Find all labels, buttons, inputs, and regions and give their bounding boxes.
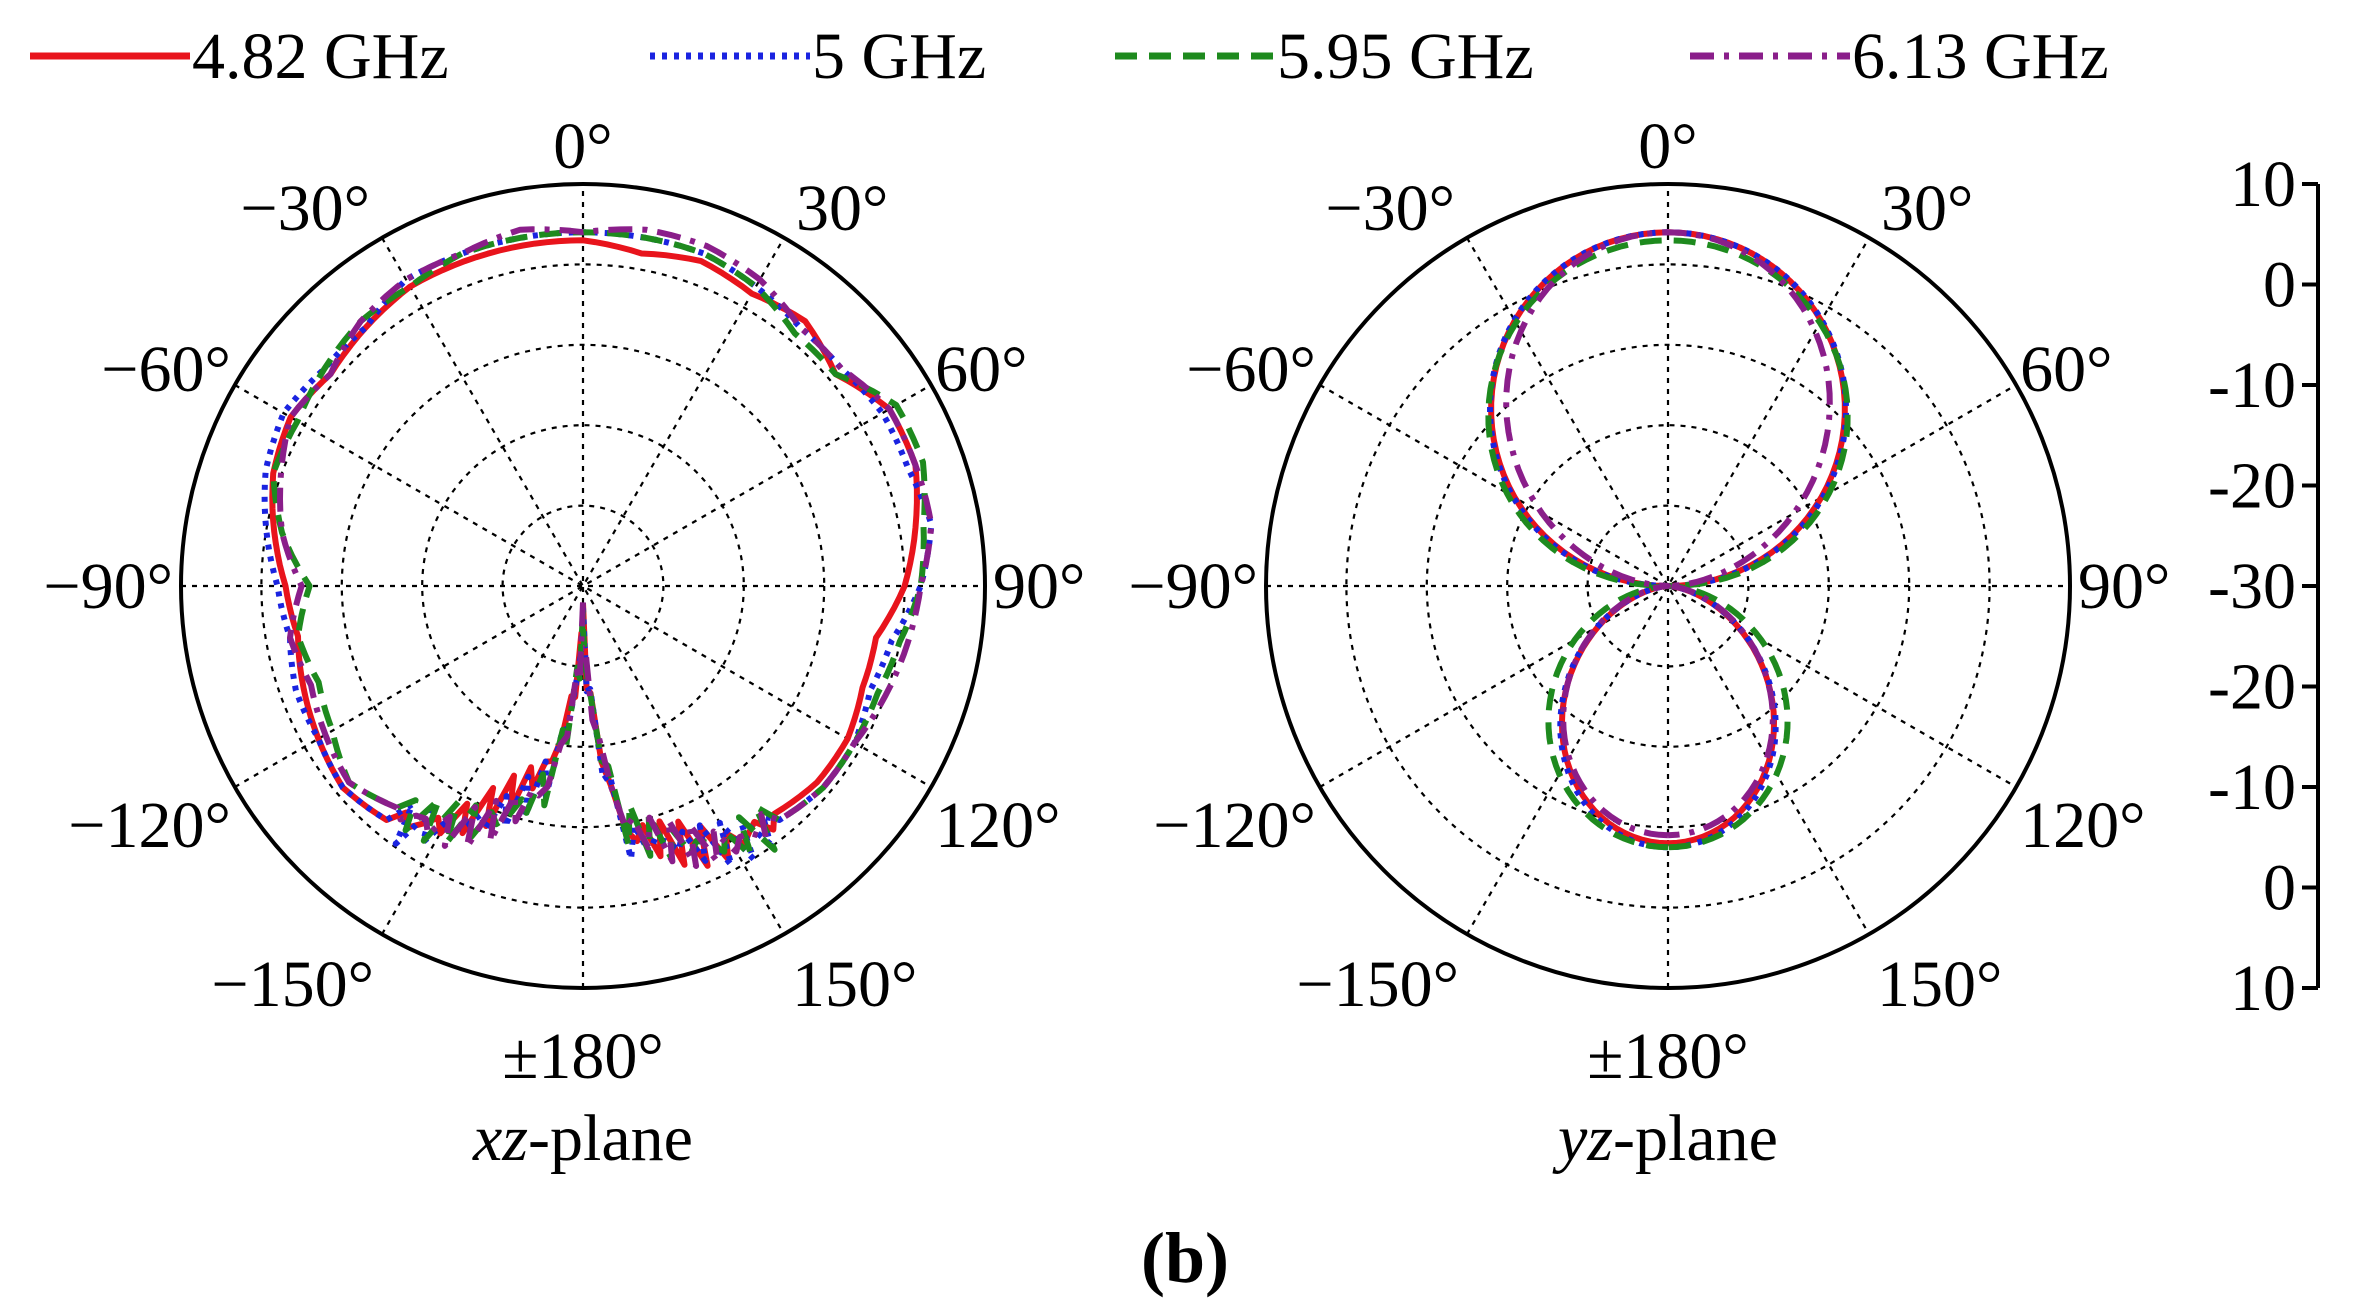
scale-label: -20 [2208, 450, 2296, 523]
legend-label-1: 4.82 GHz [192, 20, 449, 93]
angle-label: 0° [553, 110, 612, 183]
scale-label: 10 [2230, 952, 2296, 1025]
grid-spoke [1466, 237, 1870, 935]
plane-title: xz-plane [472, 1102, 693, 1175]
angle-label: 0° [1638, 110, 1697, 183]
legend: 4.82 GHz 5 GHz 5.95 GHz 6.13 GHz [30, 20, 2109, 93]
angle-label: −90° [43, 550, 173, 623]
plane-title-rest: -plane [1613, 1102, 1778, 1175]
plane-title: yz-plane [1552, 1102, 1778, 1175]
angle-label: 60° [935, 333, 1027, 406]
grid-spoke [1466, 237, 1870, 935]
scale-label: 0 [2263, 249, 2296, 322]
xz-plane-polar-plot: 0° 30° 60° 90° 120° 150° ±180° −150° −120° −90° −6… [43, 110, 1085, 1175]
xz-series-4 [277, 226, 935, 869]
grid-circle [501, 504, 665, 668]
scale-label: -30 [2208, 550, 2296, 623]
grid-spoke [1319, 384, 2017, 788]
plane-title-italic: xz [472, 1102, 528, 1175]
angle-label: 90° [993, 550, 1085, 623]
legend-label-2: 5 GHz [812, 20, 986, 93]
scale-label: -10 [2208, 751, 2296, 824]
grid-spoke [1319, 384, 2017, 788]
angle-label: ±180° [1587, 1020, 1749, 1093]
grid-circle [1586, 504, 1750, 668]
legend-label-3: 5.95 GHz [1277, 20, 1534, 93]
angle-label: −30° [240, 172, 370, 245]
scale-label: 0 [2263, 852, 2296, 925]
angle-label: −150° [1296, 948, 1459, 1021]
scale-label: -20 [2208, 651, 2296, 724]
panel-label: (b) [1141, 1218, 1229, 1298]
angle-label: 90° [2078, 550, 2170, 623]
radial-scale-axis: 10 0 -10 -20 -30 -20 -10 0 10 [2208, 148, 2320, 1025]
grid-circle [340, 343, 826, 829]
angle-label: −120° [1153, 789, 1316, 862]
angle-label: −30° [1325, 172, 1455, 245]
angle-label: −60° [1186, 333, 1316, 406]
grid-spoke [234, 384, 932, 788]
grid-circle [1425, 343, 1911, 829]
yz-series-3 [1485, 237, 1851, 851]
angle-label: −120° [68, 789, 231, 862]
yz-series-2 [1487, 229, 1849, 851]
angle-label: −60° [101, 333, 231, 406]
angle-label: −90° [1128, 550, 1258, 623]
angle-label: ±180° [502, 1020, 664, 1093]
angle-label: 150° [792, 948, 917, 1021]
angle-label: −150° [211, 948, 374, 1021]
angle-label: 30° [796, 172, 888, 245]
plane-title-italic: yz [1552, 1102, 1613, 1175]
yz-plane-polar-plot: 0° 30° 60° 90° 120° 150° ±180° −150° −120° −90° −6… [1128, 110, 2170, 1175]
xz-series-1 [269, 237, 920, 869]
legend-label-4: 6.13 GHz [1852, 20, 2109, 93]
angle-label: 60° [2020, 333, 2112, 406]
scale-label: 10 [2230, 148, 2296, 221]
grid-spoke [381, 237, 785, 935]
yz-series-4 [1503, 229, 1833, 839]
plane-title-rest: -plane [528, 1102, 693, 1175]
angle-label: 120° [2020, 789, 2145, 862]
scale-label: -10 [2208, 349, 2296, 422]
angle-label: 30° [1881, 172, 1973, 245]
grid-spoke [234, 384, 932, 788]
angle-label: 150° [1877, 948, 2002, 1021]
angle-label: 120° [935, 789, 1060, 862]
